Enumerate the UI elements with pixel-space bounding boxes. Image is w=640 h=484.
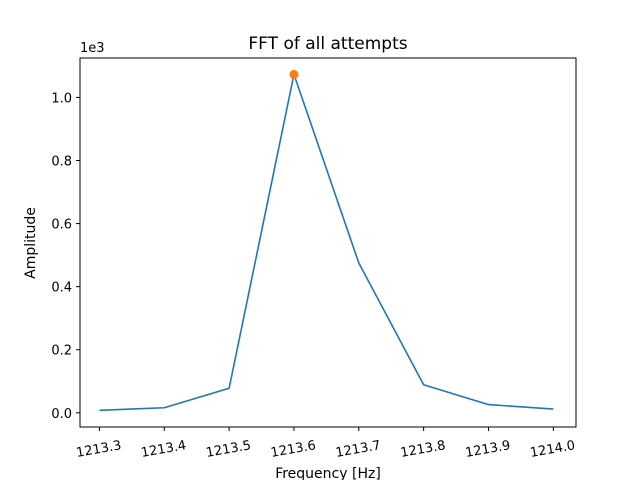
amplitude-line — [99, 73, 554, 412]
y-tick-label: 0.0 — [51, 407, 72, 422]
series-layer — [99, 69, 554, 412]
y-tick-label: 0.4 — [51, 281, 72, 296]
x-axis-label: Frequency [Hz] — [275, 466, 381, 480]
y-tick-label: 0.6 — [51, 218, 72, 233]
y-axis-label: Amplitude — [23, 207, 39, 279]
y-tick-label: 0.8 — [51, 155, 72, 170]
plot-area-frame — [79, 57, 577, 428]
y-axis-offset-label: 1e3 — [80, 41, 105, 56]
peak-marker — [289, 69, 299, 79]
y-tick-label: 1.0 — [51, 91, 72, 106]
y-axis-ticks: 0.0 0.2 0.4 0.6 0.8 1.0 — [51, 91, 80, 422]
chart-title: FFT of all attempts — [248, 34, 407, 54]
y-tick-label: 0.2 — [51, 344, 72, 359]
